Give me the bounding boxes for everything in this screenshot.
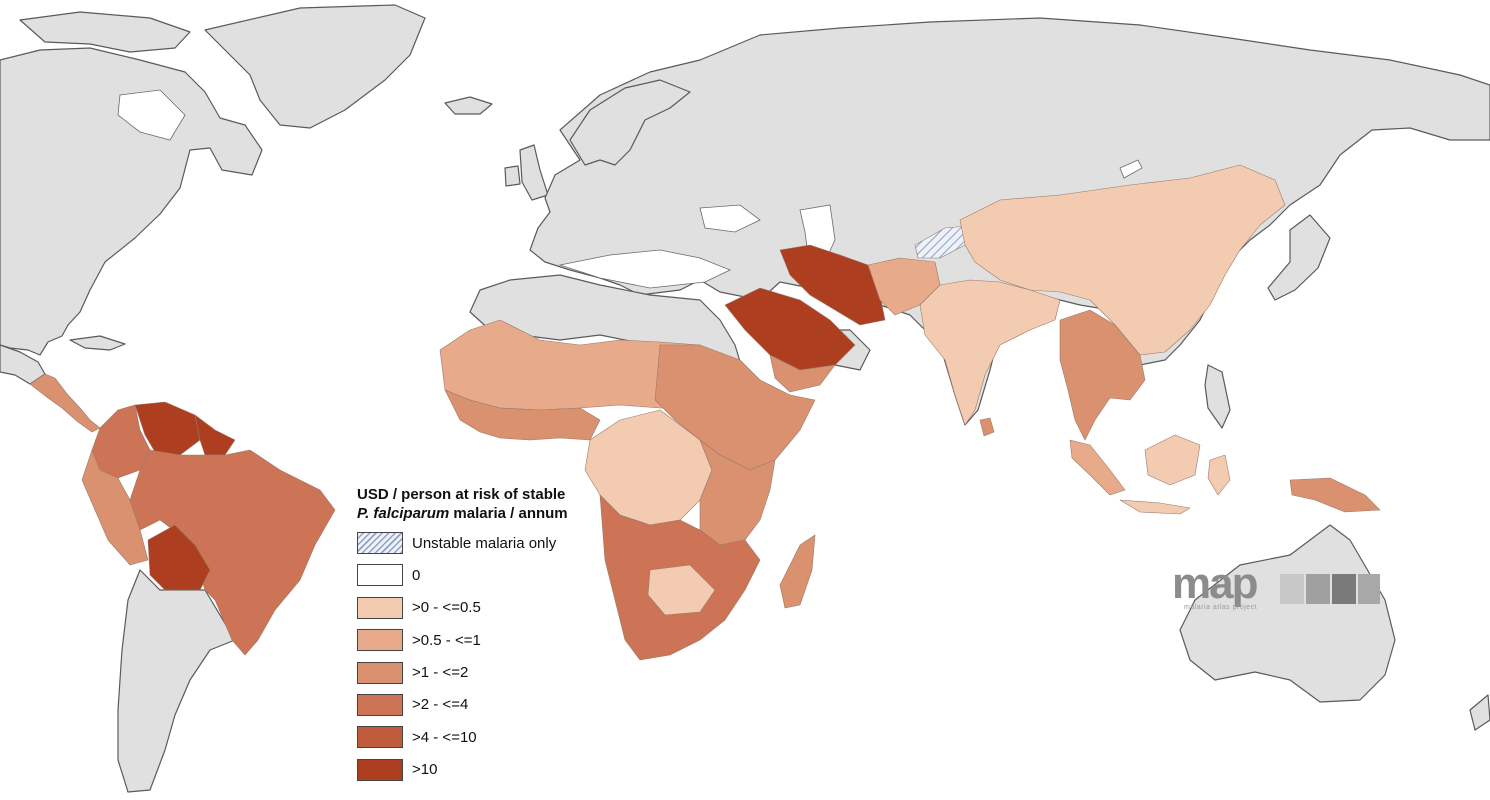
legend-label: >1 - <=2 [412,664,469,682]
legend-title-species: P. falciparum [357,505,450,522]
legend-title-suffix: malaria / annum [449,505,568,522]
land-masses [0,4,1490,793]
legend-label: >2 - <=4 [412,696,469,714]
legend-item-4-10: >4 - <=10 [357,724,617,750]
logo-tile-oceania [1358,574,1380,604]
legend-swatch [357,629,403,652]
land-japan [1267,214,1331,301]
logo-tile-africa [1306,574,1330,604]
legend-label: Unstable malaria only [412,534,557,552]
legend-swatch [357,564,403,587]
land-greenland [204,4,426,129]
legend-item-zero: 0 [357,562,617,588]
legend-item-gt-10: >10 [357,757,617,783]
legend-swatch [357,758,403,781]
land-arctic-islands [19,11,191,53]
land-north-america [0,47,263,356]
land-iceland [444,96,493,115]
logo-tile-asia [1332,574,1356,604]
region-india [919,279,1061,426]
region-png [1289,477,1381,513]
region-guianas [194,414,236,456]
legend-item-unstable: Unstable malaria only [357,530,617,556]
region-sri-lanka [979,417,995,437]
land-philippines [1204,364,1231,429]
mediterranean [558,249,731,289]
region-madagascar [779,534,816,609]
legend-items: Unstable malaria only 0 >0 - <=0.5 >0.5 … [357,530,617,783]
logo-subtitle: malaria atlas project [1184,604,1258,611]
land-scandinavia [569,79,691,166]
black-sea [699,204,761,233]
lake-baikal [1119,159,1143,179]
region-venezuela [134,401,201,456]
legend-item-0-0.5: >0 - <=0.5 [357,595,617,621]
legend-label: >10 [412,761,438,779]
region-botswana [647,564,716,616]
region-yemen [769,354,836,393]
legend-title-line2: P. falciparum malaria / annum [357,504,617,523]
region-sudan-horn [654,344,816,471]
legend-item-0.5-1: >0.5 - <=1 [357,627,617,653]
legend-title-line1: USD / person at risk of stable [357,486,566,503]
legend-swatch [357,726,403,749]
legend-item-1-2: >1 - <=2 [357,660,617,686]
legend-swatch-hatch [357,532,403,554]
legend-label: >0.5 - <=1 [412,631,481,649]
legend-swatch [357,661,403,684]
region-bolivia [147,524,211,591]
land-british-isles [519,144,549,201]
region-central-africa [584,409,713,526]
region-central-america [29,373,101,433]
legend-label: 0 [412,566,421,584]
logo-tile-americas [1280,574,1304,604]
land-new-zealand [1469,694,1490,731]
region-se-asia [1059,309,1146,441]
legend-item-2-4: >2 - <=4 [357,692,617,718]
legend-label: >4 - <=10 [412,728,477,746]
map-logo: map malaria atlas project [1172,562,1382,611]
legend: USD / person at risk of stable P. falcip… [357,485,617,789]
legend-label: >0 - <=0.5 [412,599,481,617]
region-borneo [1144,434,1201,486]
legend-swatch [357,596,403,619]
legend-title: USD / person at risk of stable P. falcip… [357,485,617,523]
endemic-regions [29,164,1381,661]
region-saudi-arabia [724,287,856,371]
region-china [959,164,1286,356]
region-java [1119,499,1191,515]
land-australia [1179,524,1396,703]
land-cuba [69,335,126,351]
region-iran [779,244,886,326]
region-malaysia-sumatra [1069,439,1126,496]
region-east-africa [699,439,776,546]
land-ireland [504,165,521,187]
logo-wordmark: map [1172,559,1258,608]
legend-swatch [357,693,403,716]
hudson-bay [117,89,186,141]
land-southern-cone [117,569,236,793]
region-peru [81,449,149,566]
region-sulawesi [1207,454,1231,496]
